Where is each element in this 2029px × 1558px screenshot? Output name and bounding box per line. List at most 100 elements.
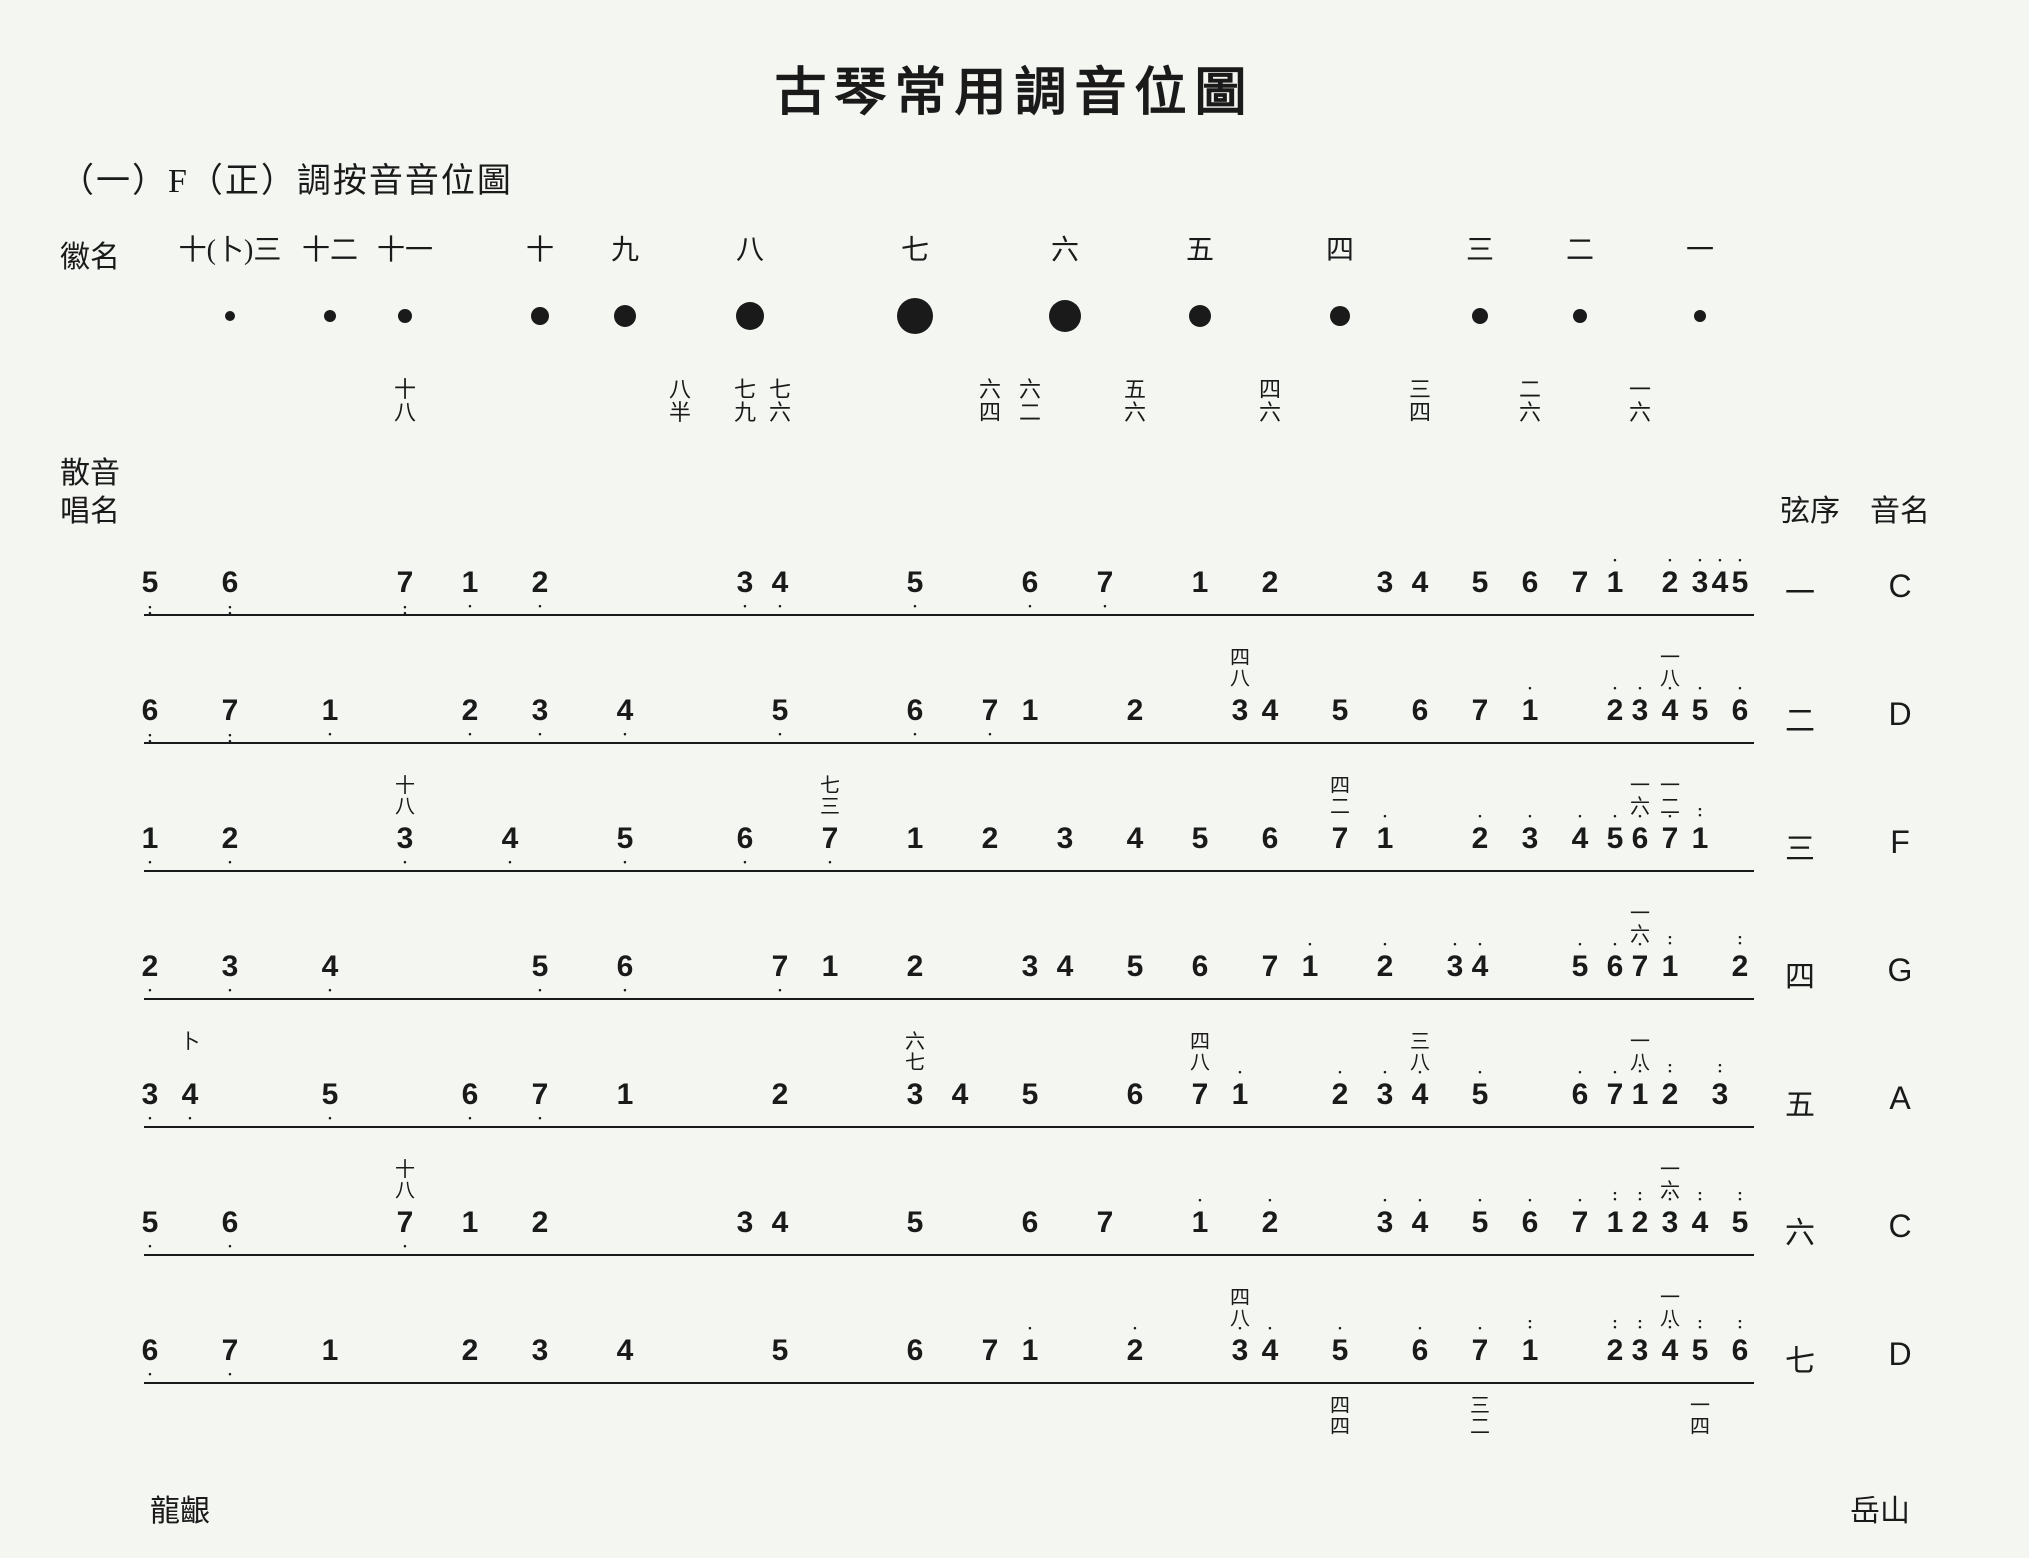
hui-dot bbox=[1189, 305, 1211, 327]
note-name: C bbox=[1888, 568, 1911, 605]
hui-name: 十 bbox=[526, 228, 554, 268]
note: 7 bbox=[1572, 568, 1589, 598]
note: 4• bbox=[1412, 1080, 1429, 1110]
note: 3 bbox=[907, 1080, 924, 1110]
note: 1• bbox=[1302, 952, 1319, 982]
note: 4 bbox=[1412, 568, 1429, 598]
hui-fraction: 六二 bbox=[1019, 378, 1041, 424]
note-name: F bbox=[1890, 824, 1910, 861]
note: 5• bbox=[1732, 568, 1749, 598]
hui-fraction: 七六 bbox=[769, 378, 791, 424]
note-annotation: 十八 bbox=[395, 1160, 415, 1202]
page-title: 古琴常用調音位圖 bbox=[60, 50, 1969, 125]
note: 3•• bbox=[1712, 1080, 1729, 1110]
note: 1• bbox=[1377, 824, 1394, 854]
note: 4 bbox=[1057, 952, 1074, 982]
note: 2• bbox=[1472, 824, 1489, 854]
string-line bbox=[144, 614, 1754, 616]
note: 1•• bbox=[1522, 1336, 1539, 1366]
string-line bbox=[144, 742, 1754, 744]
note: 7• bbox=[1097, 568, 1114, 598]
string-line bbox=[144, 1254, 1754, 1256]
hui-name: 一 bbox=[1686, 228, 1714, 268]
note: 6 bbox=[1522, 568, 1539, 598]
note: 1• bbox=[1192, 1208, 1209, 1238]
hui-fraction: 八半 bbox=[669, 378, 691, 424]
note: 7 bbox=[1192, 1080, 1209, 1110]
note: 5 bbox=[907, 1208, 924, 1238]
note: 3 bbox=[1057, 824, 1074, 854]
note-annotation: 一六 bbox=[1630, 904, 1650, 946]
note: 2• bbox=[532, 568, 549, 598]
note: 1 bbox=[462, 1208, 479, 1238]
note: 6•• bbox=[142, 696, 159, 726]
hui-fraction: 七九 bbox=[734, 378, 756, 424]
hui-fraction: 二六 bbox=[1519, 378, 1541, 424]
note: 1 bbox=[322, 1336, 339, 1366]
string-number: 四 bbox=[1785, 952, 1815, 996]
note: 7 bbox=[1097, 1208, 1114, 1238]
hui-fraction: 三四 bbox=[1409, 378, 1431, 424]
label-yinming: 音名 bbox=[1870, 486, 1930, 530]
hui-name: 十一 bbox=[377, 228, 433, 268]
note: 7 bbox=[1262, 952, 1279, 982]
string-number: 一 bbox=[1785, 568, 1815, 612]
hui-dot bbox=[531, 307, 549, 325]
note: 3• bbox=[142, 1080, 159, 1110]
note-annotation: 一八 bbox=[1660, 1288, 1680, 1330]
note: 3• bbox=[532, 696, 549, 726]
note: 2• bbox=[1662, 568, 1679, 598]
note: 3• bbox=[1232, 1336, 1249, 1366]
note: 1 bbox=[822, 952, 839, 982]
note: 4•• bbox=[1662, 1336, 1679, 1366]
note-annotation: 一二 bbox=[1660, 776, 1680, 818]
section-subtitle: （一）F（正）調按音音位圖 bbox=[60, 153, 1969, 202]
note: 4• bbox=[182, 1080, 199, 1110]
note: 7• bbox=[1472, 1336, 1489, 1366]
note: 1 bbox=[907, 824, 924, 854]
note: 1•• bbox=[1632, 1080, 1649, 1110]
note: 1•• bbox=[1607, 1208, 1624, 1238]
string-number: 七 bbox=[1785, 1336, 1815, 1380]
note: 2• bbox=[1262, 1208, 1279, 1238]
note: 7• bbox=[1607, 1080, 1624, 1110]
string-line bbox=[144, 1126, 1754, 1128]
note: 2 bbox=[462, 1336, 479, 1366]
note: 6• bbox=[737, 824, 754, 854]
note: 7•• bbox=[397, 568, 414, 598]
hui-name: 八 bbox=[736, 228, 764, 268]
note: 6• bbox=[1632, 824, 1649, 854]
note: 1 bbox=[1022, 696, 1039, 726]
note: 1• bbox=[1607, 568, 1624, 598]
note: 1 bbox=[1192, 568, 1209, 598]
below-annotation: 一四 bbox=[1690, 1396, 1710, 1438]
note: 7 bbox=[982, 1336, 999, 1366]
label-changming: 唱名 bbox=[60, 486, 120, 530]
below-annotation: 四四 bbox=[1330, 1396, 1350, 1438]
note: 2•• bbox=[1632, 1208, 1649, 1238]
note: 6•• bbox=[1732, 1336, 1749, 1366]
hui-dot bbox=[1694, 310, 1706, 322]
hui-fraction: 六四 bbox=[979, 378, 1001, 424]
note: 3 bbox=[1377, 568, 1394, 598]
note: 6• bbox=[222, 1208, 239, 1238]
note-annotation: 一八 bbox=[1660, 648, 1680, 690]
note: 5• bbox=[1332, 1336, 1349, 1366]
tuning-chart: 徽名散音唱名弦序音名十(卜)三十二十一十九八七六五四三二一十八八半七九七六六四六… bbox=[60, 228, 1960, 1508]
note: 1• bbox=[142, 824, 159, 854]
note: 4• bbox=[1412, 1208, 1429, 1238]
note: 4 bbox=[772, 1208, 789, 1238]
hui-dot bbox=[225, 311, 235, 321]
note: 6• bbox=[462, 1080, 479, 1110]
string-number: 二 bbox=[1785, 696, 1815, 740]
note: 2 bbox=[1127, 696, 1144, 726]
hui-fraction: 五六 bbox=[1124, 378, 1146, 424]
hui-dot bbox=[1330, 306, 1350, 326]
hui-dot bbox=[1472, 308, 1488, 324]
note: 6• bbox=[142, 1336, 159, 1366]
note: 6• bbox=[1412, 1336, 1429, 1366]
note: 5• bbox=[617, 824, 634, 854]
note: 6• bbox=[1522, 1208, 1539, 1238]
note: 7•• bbox=[222, 696, 239, 726]
note-name: D bbox=[1888, 1336, 1911, 1373]
